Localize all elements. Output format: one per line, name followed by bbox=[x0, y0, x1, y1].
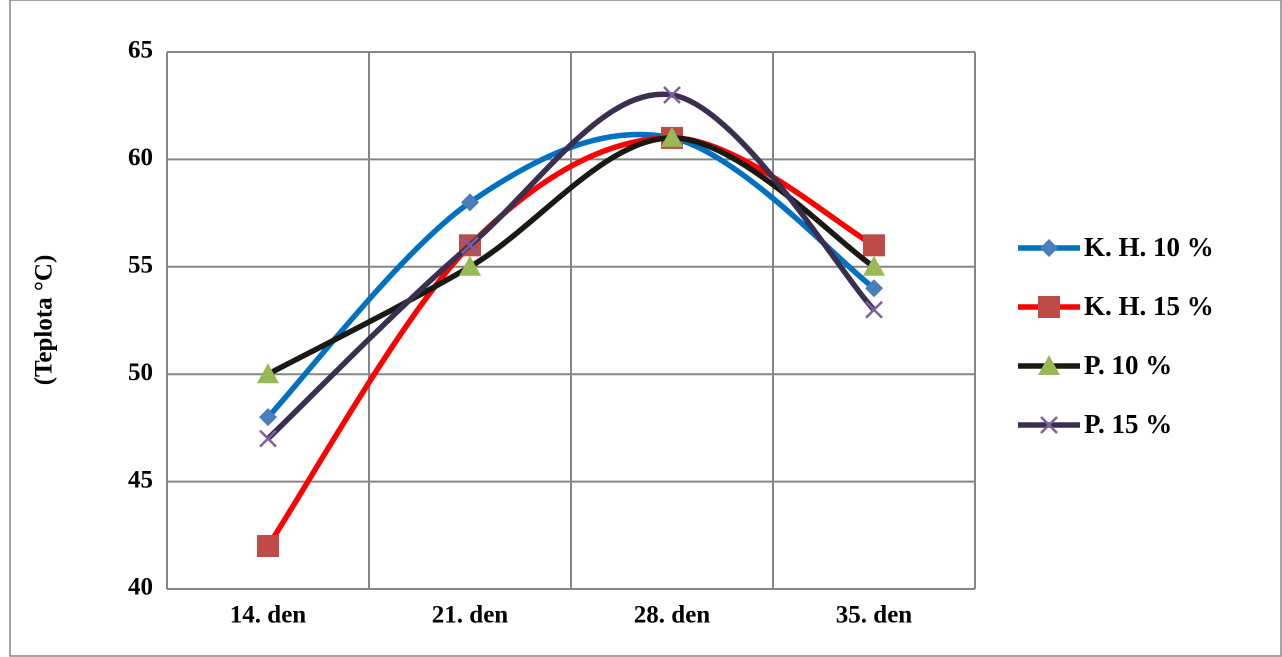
marker bbox=[663, 86, 681, 104]
x-tick-label: 14. den bbox=[230, 602, 307, 629]
legend-label: P. 10 % bbox=[1084, 350, 1172, 380]
series-line bbox=[266, 91, 877, 441]
chart-border bbox=[9, 0, 1282, 657]
series bbox=[259, 86, 883, 448]
marker bbox=[461, 236, 479, 255]
marker bbox=[461, 193, 479, 212]
legend-marker bbox=[1038, 296, 1060, 318]
marker bbox=[863, 255, 885, 276]
marker bbox=[865, 279, 883, 298]
marker bbox=[259, 408, 277, 427]
x-tick-label: 35. den bbox=[836, 602, 913, 629]
y-tick-label: 55 bbox=[128, 252, 153, 279]
y-tick-label: 60 bbox=[128, 144, 153, 171]
marker bbox=[257, 363, 279, 384]
marker bbox=[863, 234, 885, 257]
y-tick-label: 40 bbox=[128, 574, 153, 601]
legend-label: P. 15 % bbox=[1084, 409, 1172, 439]
y-tick-label: 65 bbox=[128, 37, 153, 64]
legend-marker bbox=[1038, 355, 1060, 375]
legend-marker bbox=[1040, 239, 1058, 257]
x-tick-label: 21. den bbox=[432, 602, 509, 629]
x-tick-label: 28. den bbox=[634, 602, 711, 629]
legend-label: K. H. 15 % bbox=[1084, 291, 1214, 321]
marker bbox=[459, 255, 481, 276]
marker bbox=[259, 429, 277, 448]
marker bbox=[257, 535, 279, 558]
marker bbox=[661, 126, 683, 147]
marker bbox=[865, 300, 883, 319]
legend-label: K. H. 10 % bbox=[1084, 232, 1214, 262]
legend-marker bbox=[1040, 416, 1058, 434]
y-tick-label: 45 bbox=[128, 466, 153, 493]
y-axis-label: (Teplota °C) bbox=[31, 255, 58, 386]
y-tick-label: 50 bbox=[128, 359, 153, 386]
